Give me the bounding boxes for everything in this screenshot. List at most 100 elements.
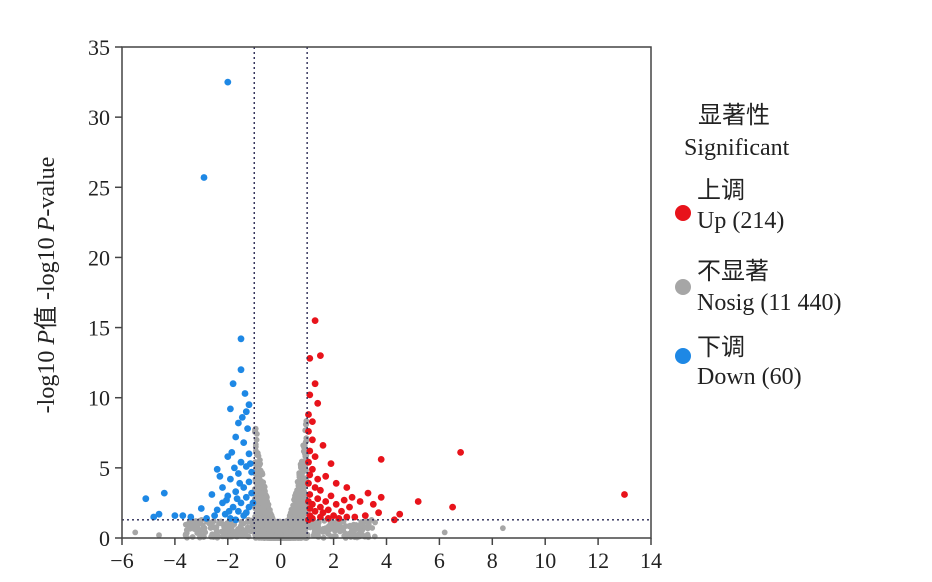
point-down xyxy=(235,470,242,477)
x-tick-label: −6 xyxy=(110,548,133,573)
nosig-point xyxy=(303,438,310,444)
point-up xyxy=(377,456,385,463)
legend-down-en: Down (60) xyxy=(697,364,802,390)
y-axis-label: -log10 P值 -log10 P-value xyxy=(33,157,60,414)
point-up xyxy=(348,493,356,501)
nosig-point xyxy=(332,527,338,534)
x-tick-label: 8 xyxy=(487,548,498,573)
y-tick-label: 10 xyxy=(88,386,110,411)
point-down xyxy=(242,509,250,517)
legend-title-cn: 显著性 xyxy=(698,101,770,129)
nosig-point xyxy=(441,529,448,536)
nosig-point xyxy=(356,526,363,533)
point-down xyxy=(187,513,195,521)
nosig-point xyxy=(200,526,207,533)
point-down xyxy=(213,465,221,473)
point-up xyxy=(306,355,314,362)
point-up xyxy=(305,428,312,435)
point-up xyxy=(343,484,351,491)
legend-up-en: Up (214) xyxy=(697,208,784,234)
nosig-point xyxy=(294,513,301,520)
point-up xyxy=(314,495,322,503)
y-tick-label: 5 xyxy=(99,456,110,481)
nosig-point xyxy=(240,520,247,527)
nosig-point xyxy=(339,524,346,530)
point-down xyxy=(232,433,240,441)
point-down xyxy=(237,335,245,343)
point-down xyxy=(235,507,242,515)
y-tick-label: 30 xyxy=(88,105,110,130)
point-up xyxy=(309,465,316,473)
legend-marker-down xyxy=(675,348,691,364)
nosig-point xyxy=(237,532,244,539)
point-down xyxy=(246,460,254,467)
point-down xyxy=(208,491,216,498)
point-down xyxy=(242,408,250,416)
nosig-point xyxy=(294,494,301,501)
nosig-point xyxy=(211,524,217,531)
point-down xyxy=(232,516,240,524)
nosig-point xyxy=(256,532,263,538)
x-tick-label: 2 xyxy=(328,548,339,573)
nosig-point xyxy=(322,525,329,532)
nosig-point xyxy=(189,534,196,540)
point-down xyxy=(233,495,241,503)
point-up xyxy=(305,479,312,487)
nosig-point xyxy=(257,460,264,467)
nosig-point xyxy=(259,517,266,524)
nosig-point xyxy=(256,470,263,477)
point-up xyxy=(305,458,312,466)
nosig-point xyxy=(296,503,302,509)
nosig-points xyxy=(132,418,506,541)
point-down xyxy=(240,439,248,446)
point-up xyxy=(351,513,359,521)
point-up xyxy=(396,510,404,518)
axes: −6 −4 −2 0 2 4 6 8 10 12 14 0 5 10 15 20 25 30 35 xyxy=(88,35,662,573)
nosig-point xyxy=(261,484,268,490)
point-up xyxy=(330,512,337,519)
nosig-point xyxy=(225,522,231,529)
point-up xyxy=(319,442,327,449)
legend-down-cn: 下调 xyxy=(697,333,745,361)
nosig-point xyxy=(307,524,313,531)
point-up xyxy=(311,453,319,460)
nosig-point xyxy=(253,436,260,443)
point-up xyxy=(414,498,422,505)
point-up xyxy=(332,479,340,487)
point-up xyxy=(343,513,351,521)
point-up xyxy=(317,486,324,494)
nosig-point xyxy=(262,532,268,538)
x-tick-label: 14 xyxy=(640,548,662,573)
legend-title-en: Significant xyxy=(684,135,790,161)
point-up xyxy=(322,498,330,505)
point-up xyxy=(377,493,385,501)
point-up xyxy=(322,472,330,480)
nosig-point xyxy=(327,523,333,529)
nosig-point xyxy=(355,531,361,538)
nosig-point xyxy=(267,511,274,518)
point-up xyxy=(375,509,382,517)
point-down xyxy=(232,488,240,496)
point-down xyxy=(225,507,233,515)
nosig-point xyxy=(296,470,303,476)
point-up xyxy=(338,507,345,515)
point-down xyxy=(245,450,253,458)
series-down xyxy=(142,78,257,524)
threshold-lines xyxy=(122,47,651,538)
point-up xyxy=(324,515,332,522)
legend-up-cn: 上调 xyxy=(697,176,745,204)
x-tick-label: 6 xyxy=(434,548,445,573)
point-down xyxy=(235,419,242,427)
point-up xyxy=(327,460,335,467)
point-down xyxy=(219,484,226,491)
point-up xyxy=(356,498,364,505)
point-up xyxy=(306,505,314,512)
point-down xyxy=(150,513,158,521)
y-tick-label: 25 xyxy=(88,175,110,200)
legend-marker-up xyxy=(675,205,691,221)
nosig-point xyxy=(350,521,357,528)
point-up xyxy=(457,449,464,456)
nosig-point xyxy=(229,527,235,533)
point-down xyxy=(213,506,221,514)
